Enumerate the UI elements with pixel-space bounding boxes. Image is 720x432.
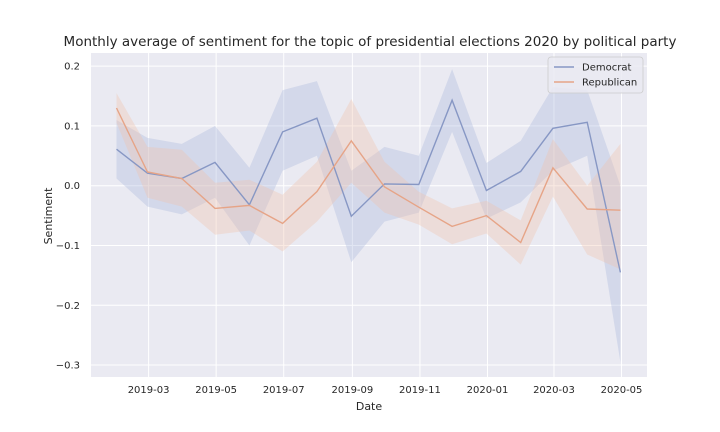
x-tick-label: 2020-01 [467,385,509,396]
chart-title: Monthly average of sentiment for the top… [64,34,677,50]
legend-label-republican: Republican [582,78,637,89]
ci-band-republican [116,93,621,270]
x-tick-label: 2020-05 [601,385,643,396]
series-lines [115,98,622,273]
confidence-bands [116,69,621,363]
y-tick-label: −0.1 [56,241,80,252]
y-tick-label: 0.0 [64,181,80,192]
series-line-democrat [116,98,622,273]
x-tick-label: 2019-03 [128,385,170,396]
y-axis-ticks: 0.2 0.1 0.0 −0.1 −0.2 −0.3 [56,62,80,372]
y-tick-label: −0.2 [56,301,80,312]
y-tick-label: 0.2 [64,62,80,73]
y-tick-label: 0.1 [64,121,80,132]
legend-label-democrat: Democrat [582,63,631,74]
x-tick-label: 2019-11 [399,385,441,396]
ci-band-democrat [116,69,621,363]
series-line-republican [115,107,621,244]
x-tick-label: 2019-05 [195,385,237,396]
legend-box [547,56,644,94]
grid-lines [91,53,647,377]
legend: Democrat Republican [547,56,644,94]
y-tick-label: −0.3 [56,361,80,372]
x-axis-label: Date [356,400,383,413]
x-tick-label: 2020-03 [533,385,575,396]
x-tick-label: 2019-07 [263,385,305,396]
x-axis-ticks: 2019-03 2019-05 2019-07 2019-09 2019-11 2020-… [128,385,643,396]
y-axis-label: Sentiment [42,187,55,245]
x-tick-label: 2019-09 [331,385,373,396]
